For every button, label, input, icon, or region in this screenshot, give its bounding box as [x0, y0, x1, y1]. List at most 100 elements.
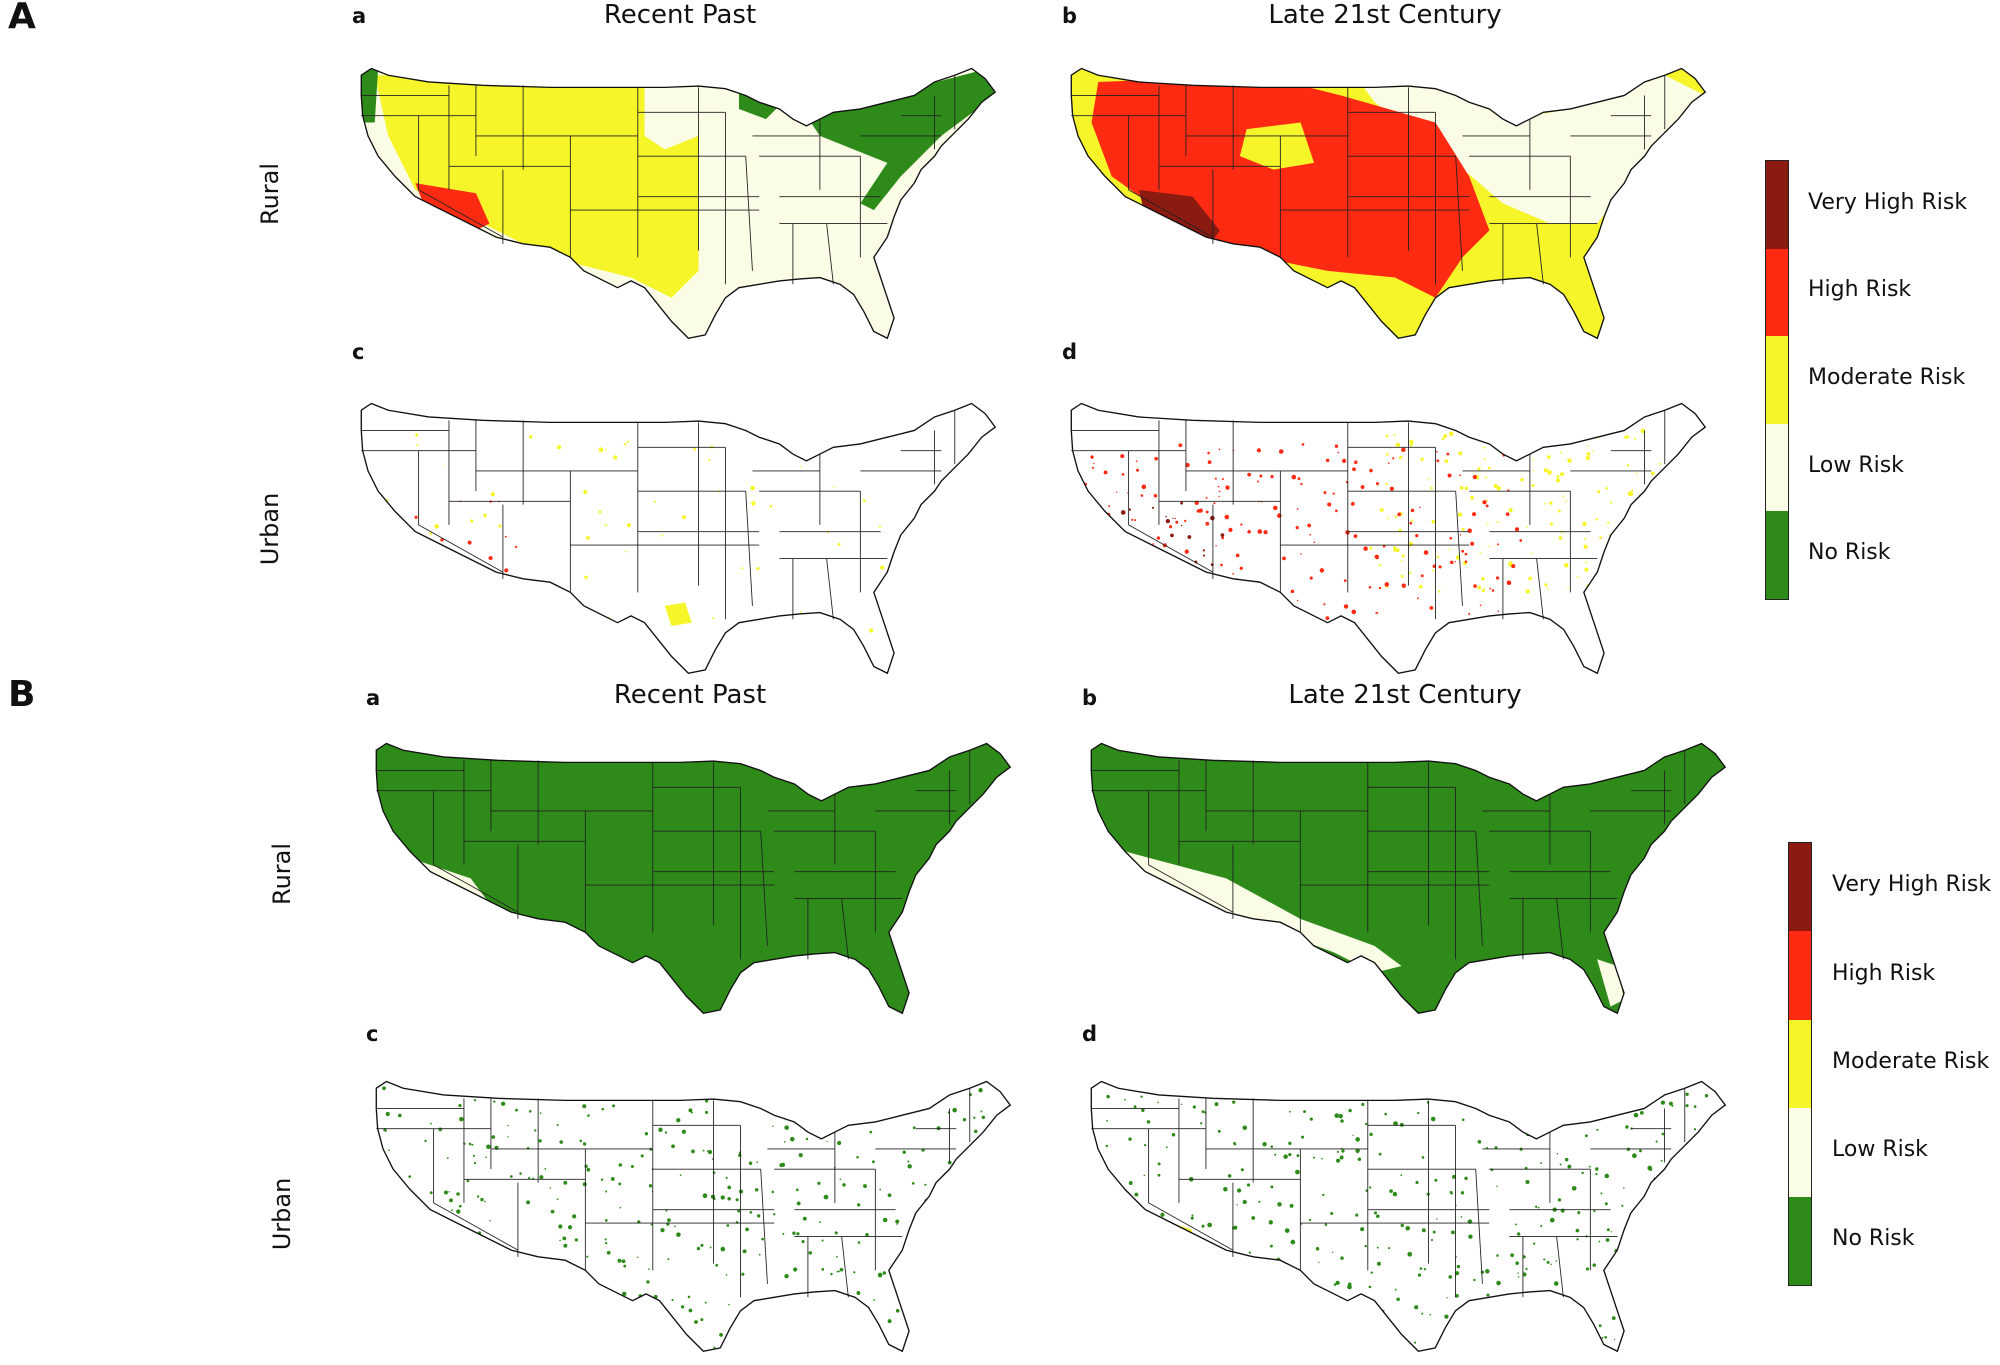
urban-cell — [1477, 1328, 1482, 1333]
urban-cell — [559, 1140, 564, 1144]
urban-cell — [1179, 613, 1182, 616]
urban-cell — [650, 1223, 653, 1226]
urban-cell — [1236, 1204, 1238, 1206]
urban-cell — [1209, 1277, 1213, 1281]
urban-cell — [1511, 564, 1516, 569]
urban-cell — [1336, 1158, 1341, 1163]
urban-cell — [1466, 1328, 1470, 1332]
urban-cell — [1483, 458, 1486, 461]
urban-cell — [1567, 1164, 1572, 1169]
urban-cell — [1485, 499, 1488, 502]
urban-cell — [1389, 486, 1394, 491]
urban-cell — [1693, 1105, 1697, 1108]
urban-cell — [1392, 1191, 1398, 1197]
urban-cell — [1595, 1173, 1598, 1176]
urban-cell — [708, 458, 711, 461]
urban-cell — [387, 1263, 392, 1269]
urban-cell — [1205, 510, 1209, 514]
urban-cell — [387, 1174, 392, 1179]
urban-cell — [943, 1245, 948, 1250]
urban-cell — [1235, 615, 1237, 617]
urban-cell — [505, 1290, 508, 1293]
urban-cell — [1249, 1295, 1252, 1299]
urban-cell — [1282, 556, 1286, 561]
urban-cell — [1295, 526, 1299, 530]
urban-cell — [1436, 450, 1438, 453]
urban-cell — [863, 1184, 867, 1188]
urban-cell — [1221, 478, 1224, 481]
urban-cell — [1409, 571, 1412, 575]
urban-cell — [1318, 1261, 1320, 1264]
urban-cell — [853, 1271, 856, 1274]
urban-cell — [1378, 586, 1382, 590]
subpanel-letter: d — [1062, 340, 1078, 364]
urban-cell — [1167, 1326, 1171, 1330]
urban-cell — [593, 1293, 598, 1298]
urban-cell — [1486, 1146, 1489, 1149]
urban-cell — [969, 1165, 974, 1170]
urban-cell — [1321, 1336, 1326, 1340]
urban-cell — [1143, 1252, 1148, 1257]
urban-cell — [1090, 496, 1093, 499]
urban-cell — [664, 1131, 668, 1134]
urban-cell — [438, 1245, 443, 1250]
urban-cell — [709, 1246, 712, 1249]
urban-cell — [1399, 1122, 1404, 1127]
urban-cell — [1535, 1205, 1538, 1208]
urban-cell — [619, 1206, 622, 1209]
urban-cell — [1259, 601, 1262, 604]
urban-cell — [1103, 1286, 1105, 1289]
urban-cell — [748, 1161, 753, 1166]
urban-cell — [444, 465, 446, 467]
urban-cell — [594, 1300, 600, 1306]
urban-cell — [1292, 1330, 1296, 1335]
urban-cell — [486, 1144, 491, 1150]
urban-cell — [1647, 1165, 1652, 1171]
urban-cell — [1205, 496, 1208, 499]
urban-cell — [720, 1246, 726, 1252]
urban-cell — [796, 1201, 801, 1206]
urban-cell — [1307, 523, 1312, 528]
urban-cell — [388, 1149, 390, 1152]
urban-cell — [1146, 1120, 1151, 1124]
urban-cell — [439, 1285, 442, 1288]
urban-cell — [1289, 1203, 1294, 1208]
urban-cell — [1376, 1261, 1381, 1266]
urban-cell — [796, 1232, 800, 1236]
urban-cell — [1419, 506, 1421, 509]
urban-cell — [1497, 543, 1500, 546]
urban-cell — [748, 1310, 752, 1314]
urban-cell — [435, 1326, 441, 1331]
urban-cell — [476, 1195, 480, 1198]
urban-cell — [671, 1144, 675, 1149]
row-label: Rural — [268, 842, 296, 906]
urban-cell — [1364, 1244, 1367, 1248]
urban-cell — [947, 1322, 952, 1328]
urban-cell — [1355, 1148, 1360, 1153]
urban-cell — [1290, 589, 1295, 594]
urban-cell — [1473, 1278, 1476, 1282]
urban-cell — [1585, 561, 1588, 563]
urban-cell — [887, 1347, 891, 1350]
urban-cell — [1315, 1247, 1320, 1251]
legend-colorbar-B — [1788, 842, 1812, 1286]
urban-cell — [1530, 551, 1533, 554]
urban-cell — [448, 1191, 450, 1193]
urban-cell — [1525, 1300, 1529, 1304]
urban-cell — [606, 1250, 611, 1255]
urban-cell — [1542, 1313, 1545, 1317]
urban-cell — [419, 1347, 423, 1350]
urban-cell — [504, 535, 507, 538]
urban-cell — [1381, 1323, 1385, 1327]
urban-cell — [1296, 599, 1299, 602]
urban-cell — [621, 1087, 626, 1093]
urban-cell — [472, 1322, 476, 1327]
urban-cell — [1605, 486, 1609, 490]
urban-cell — [776, 626, 780, 630]
urban-cell — [1628, 583, 1630, 586]
urban-cell — [507, 1124, 509, 1127]
urban-cell — [1447, 473, 1452, 478]
urban-cell — [1638, 1277, 1643, 1282]
urban-cell — [1613, 1092, 1616, 1096]
urban-cell — [1389, 1189, 1393, 1193]
